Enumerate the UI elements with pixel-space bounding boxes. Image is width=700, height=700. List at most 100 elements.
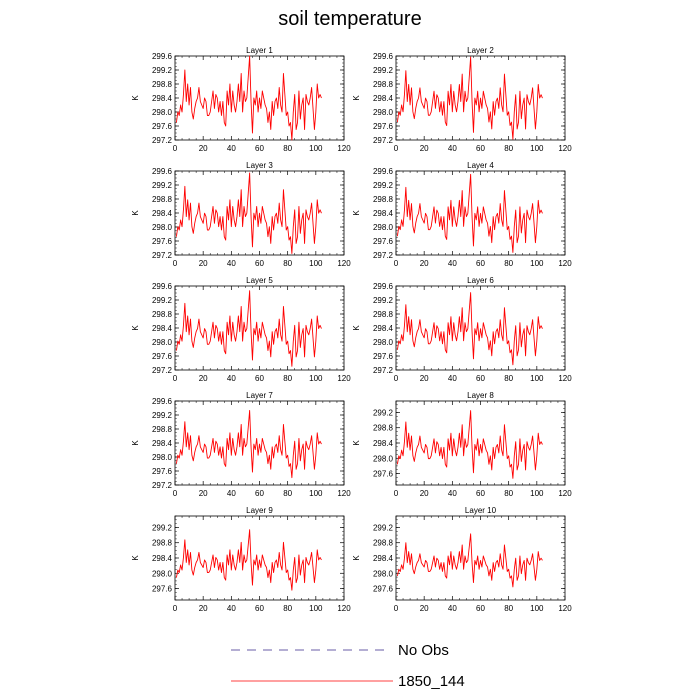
y-tick-label: 299.6 (152, 167, 173, 176)
x-tick-label: 100 (530, 489, 544, 498)
x-tick-label: 120 (337, 144, 351, 153)
panel-10: Layer 10 0 20 40 60 80 100 120 297.6 298.0 298.4 29… (352, 506, 572, 613)
y-axis-label: K (352, 210, 361, 216)
y-axis-label: K (131, 95, 140, 101)
series-line (396, 56, 543, 140)
y-tick-label: 297.2 (152, 366, 173, 375)
x-tick-label: 0 (173, 489, 178, 498)
y-tick-label: 297.6 (373, 585, 394, 594)
x-tick-label: 60 (476, 374, 485, 383)
panel-title: Layer 2 (467, 46, 494, 55)
x-tick-label: 100 (530, 374, 544, 383)
series-line (175, 290, 322, 367)
y-tick-label: 299.6 (373, 167, 394, 176)
y-tick-label: 299.6 (152, 52, 173, 61)
panel-2: Layer 2 0 20 40 60 80 100 120 297.2 297.6 298.0 298… (352, 46, 572, 153)
x-tick-label: 0 (394, 144, 399, 153)
x-tick-label: 60 (476, 259, 485, 268)
panel-title: Layer 1 (246, 46, 273, 55)
panel-title: Layer 10 (465, 506, 497, 515)
x-tick-label: 40 (448, 489, 457, 498)
y-tick-label: 298.0 (373, 454, 394, 463)
y-tick-label: 299.2 (373, 523, 394, 532)
x-tick-label: 20 (199, 144, 208, 153)
series-line (175, 529, 322, 591)
panel-7: Layer 7 0 20 40 60 80 100 120 297.2 297.6 298.0 298… (131, 391, 351, 498)
y-tick-label: 298.8 (152, 310, 173, 319)
panel-title: Layer 3 (246, 161, 273, 170)
panel-4: Layer 4 0 20 40 60 80 100 120 297.2 297.6 298.0 298… (352, 161, 572, 268)
series-line (175, 172, 322, 254)
x-tick-label: 20 (420, 604, 429, 613)
x-tick-label: 40 (227, 259, 236, 268)
y-tick-label: 298.4 (152, 324, 173, 333)
y-tick-label: 299.6 (152, 282, 173, 291)
panel-8: Layer 8 0 20 40 60 80 100 120 297.6 298.0 298.4 298… (352, 391, 572, 498)
y-tick-label: 299.2 (373, 66, 394, 75)
panel-title: Layer 7 (246, 391, 273, 400)
x-tick-label: 60 (476, 604, 485, 613)
x-tick-label: 100 (309, 489, 323, 498)
y-tick-label: 299.2 (373, 181, 394, 190)
y-tick-label: 297.6 (373, 122, 394, 131)
x-tick-label: 120 (558, 604, 572, 613)
x-tick-label: 100 (309, 374, 323, 383)
x-tick-label: 100 (309, 259, 323, 268)
panel-9: Layer 9 0 20 40 60 80 100 120 297.6 298.0 298.4 298… (131, 506, 351, 613)
x-tick-label: 0 (173, 259, 178, 268)
x-tick-label: 60 (255, 259, 264, 268)
y-tick-label: 297.2 (152, 251, 173, 260)
y-tick-label: 298.0 (373, 338, 394, 347)
y-tick-label: 299.6 (152, 397, 173, 406)
x-tick-label: 60 (255, 374, 264, 383)
y-tick-label: 298.0 (152, 108, 173, 117)
y-tick-label: 298.8 (373, 195, 394, 204)
y-tick-label: 298.8 (373, 310, 394, 319)
x-tick-label: 0 (173, 604, 178, 613)
x-tick-label: 40 (227, 144, 236, 153)
y-tick-label: 298.8 (373, 539, 394, 548)
y-tick-label: 297.6 (373, 237, 394, 246)
x-tick-label: 120 (337, 259, 351, 268)
y-axis-label: K (131, 210, 140, 216)
legend: No Obs 1850_144 (231, 642, 465, 690)
y-tick-label: 297.2 (152, 481, 173, 490)
x-tick-label: 100 (309, 144, 323, 153)
y-tick-label: 298.8 (152, 539, 173, 548)
x-tick-label: 40 (227, 374, 236, 383)
y-axis-label: K (131, 555, 140, 561)
series-line (396, 410, 543, 479)
x-tick-label: 60 (255, 604, 264, 613)
y-tick-label: 298.4 (373, 324, 394, 333)
x-tick-label: 20 (420, 144, 429, 153)
y-tick-label: 297.2 (152, 136, 173, 145)
y-tick-label: 299.2 (152, 523, 173, 532)
panel-1: Layer 1 0 20 40 60 80 100 120 297.2 297.6 298.0 298… (131, 46, 351, 153)
x-tick-label: 40 (448, 374, 457, 383)
x-tick-label: 60 (476, 144, 485, 153)
y-axis-label: K (131, 325, 140, 331)
x-tick-label: 100 (309, 604, 323, 613)
panel-5: Layer 5 0 20 40 60 80 100 120 297.2 297.6 298.0 298… (131, 276, 351, 383)
y-tick-label: 297.6 (152, 122, 173, 131)
y-tick-label: 299.2 (373, 408, 394, 417)
y-tick-label: 298.0 (373, 569, 394, 578)
x-tick-label: 80 (283, 374, 292, 383)
x-tick-label: 0 (173, 374, 178, 383)
y-tick-label: 298.8 (373, 424, 394, 433)
y-tick-label: 298.4 (373, 439, 394, 448)
y-tick-label: 298.0 (373, 223, 394, 232)
x-tick-label: 120 (558, 489, 572, 498)
y-tick-label: 297.2 (373, 251, 394, 260)
x-tick-label: 80 (504, 374, 513, 383)
y-tick-label: 298.4 (152, 209, 173, 218)
x-tick-label: 20 (420, 259, 429, 268)
x-tick-label: 40 (227, 604, 236, 613)
x-tick-label: 80 (283, 489, 292, 498)
x-tick-label: 100 (530, 144, 544, 153)
y-tick-label: 298.8 (373, 80, 394, 89)
legend-label-1850-144: 1850_144 (398, 673, 465, 690)
x-tick-label: 80 (504, 259, 513, 268)
x-tick-label: 20 (420, 374, 429, 383)
